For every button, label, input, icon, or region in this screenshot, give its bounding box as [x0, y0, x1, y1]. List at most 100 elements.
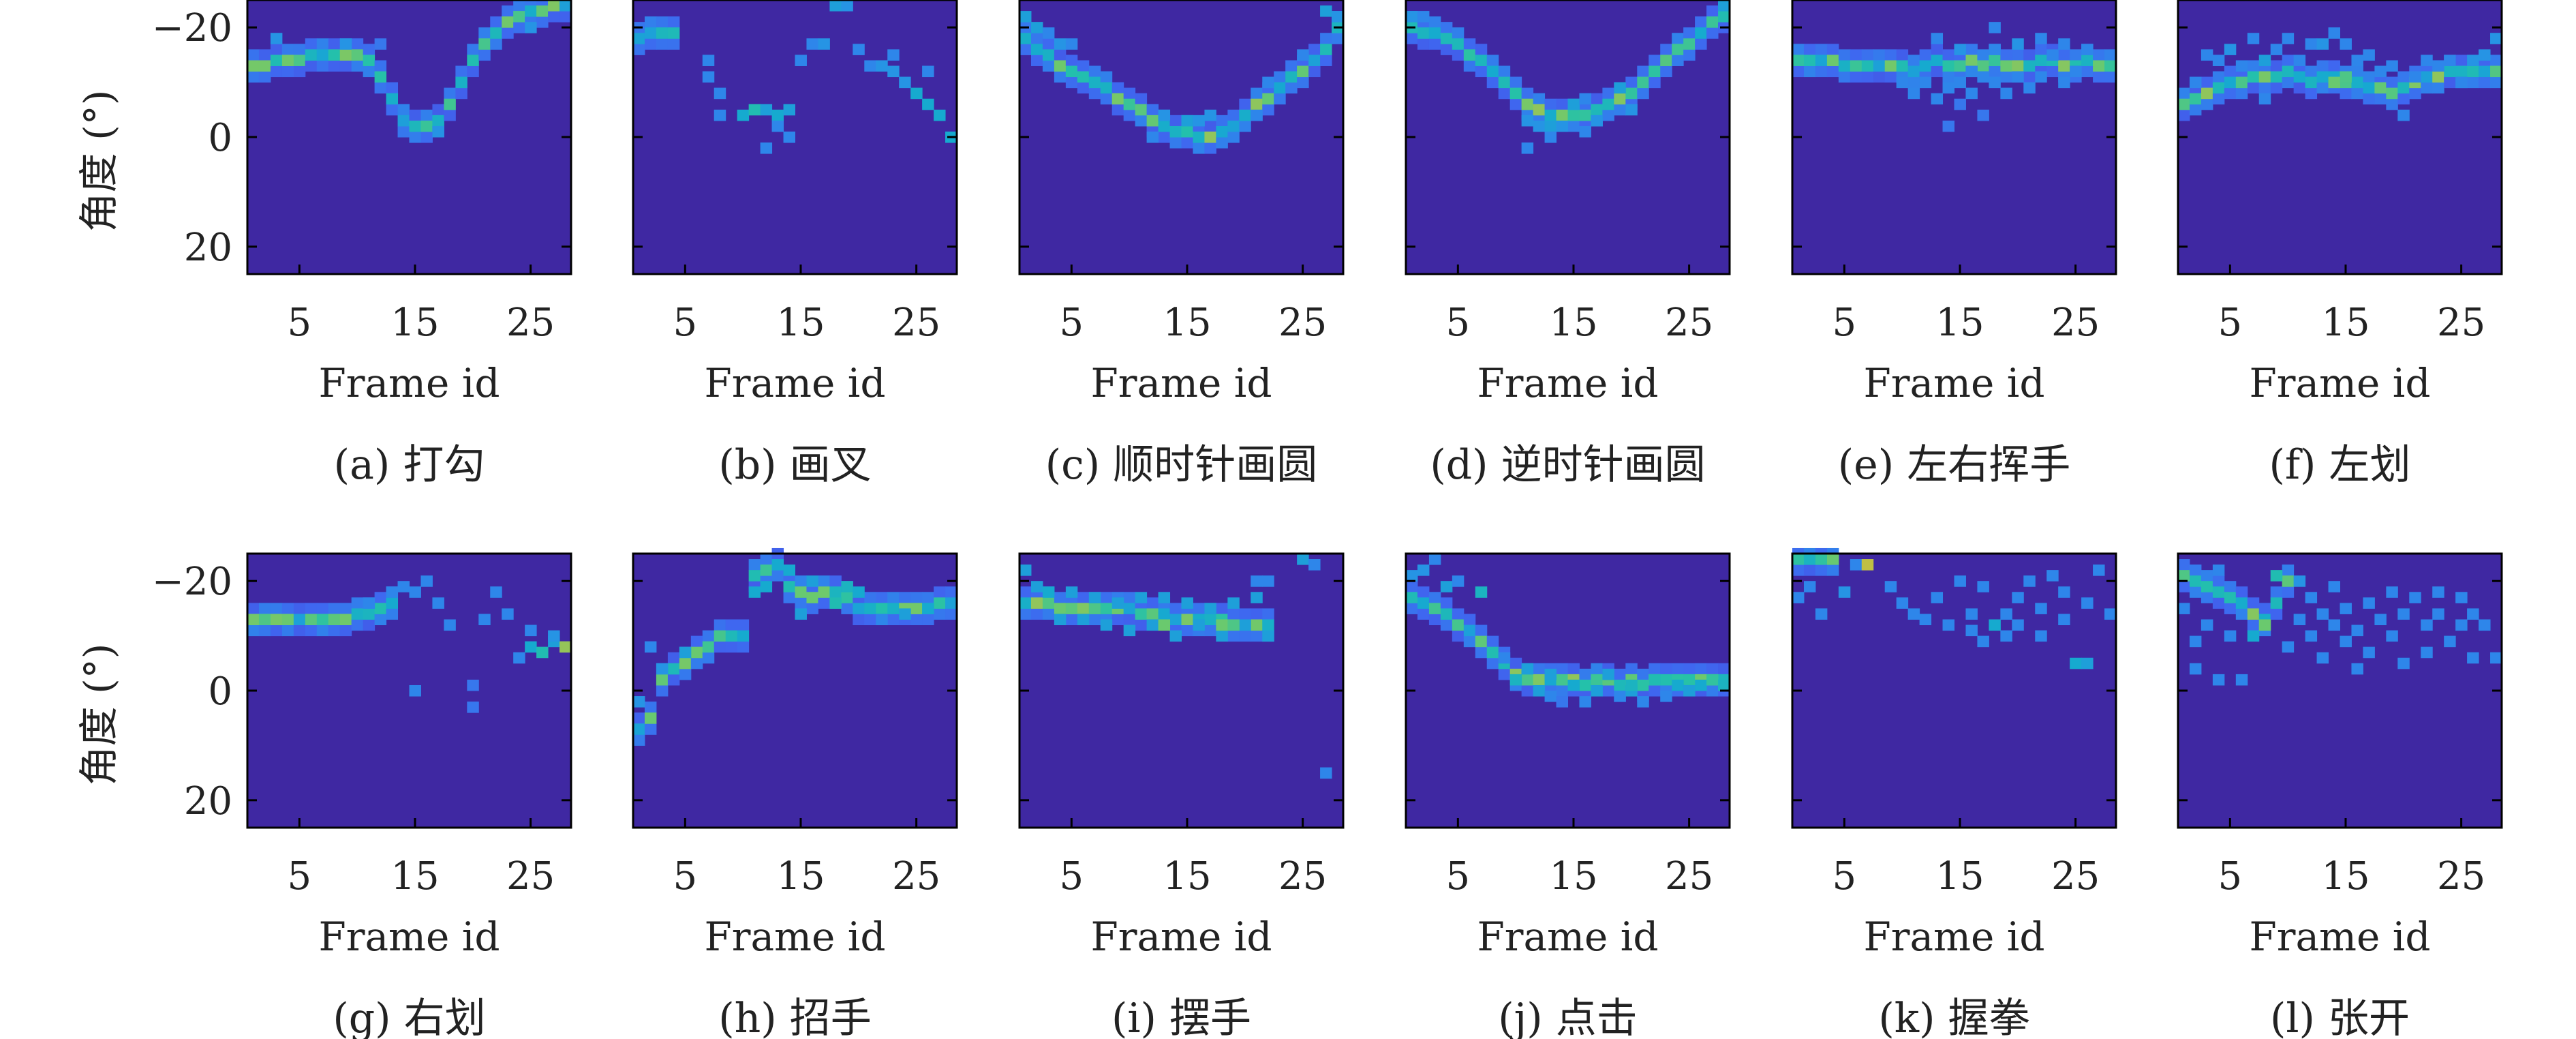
heatmap-cell: [2363, 82, 2375, 94]
heatmap-cell: [2455, 619, 2468, 631]
heatmap-cell: [1907, 608, 1920, 620]
heatmap-cell: [1718, 663, 1730, 675]
heatmap-cell: [2444, 76, 2456, 89]
heatmap-cell: [2023, 71, 2036, 83]
heatmap-cell: [2224, 44, 2237, 55]
heatmap-cell: [2421, 82, 2433, 94]
heatmap-cell: [1803, 581, 1816, 592]
heatmap-cell: [1204, 109, 1216, 121]
heatmap-cell: [2432, 608, 2444, 620]
heatmap-cell: [386, 597, 399, 609]
heatmap-cell: [1521, 115, 1534, 127]
heatmap-cell: [1660, 663, 1672, 675]
heatmap-cell: [1181, 125, 1193, 138]
x-tick-label: 5: [2218, 301, 2243, 345]
heatmap-cell: [2058, 49, 2070, 61]
heatmap-cell: [1815, 65, 1828, 78]
heatmap-cell: [737, 619, 750, 631]
heatmap-cell: [2104, 608, 2117, 620]
heatmap-cell: [1884, 60, 1897, 72]
heatmap-cell: [876, 603, 888, 614]
heatmap-cell: [679, 657, 692, 669]
heatmap-cell: [1077, 592, 1090, 603]
heatmap-cell: [2270, 608, 2283, 620]
heatmap-cell: [502, 5, 514, 17]
heatmap-cell: [1591, 684, 1603, 697]
heatmap-cell: [1452, 619, 1465, 631]
heatmap-cell: [1850, 71, 1862, 83]
heatmap-cell: [1602, 98, 1614, 110]
heatmap-cell: [2201, 570, 2213, 582]
heatmap-cell: [2178, 570, 2190, 582]
heatmap-cell: [1989, 65, 2001, 78]
heatmap-cell: [2351, 624, 2363, 637]
heatmap-cell: [281, 65, 294, 78]
heatmap-cell: [409, 131, 421, 143]
heatmap-cell: [1706, 674, 1719, 686]
heatmap-cell: [1649, 55, 1661, 66]
heatmap-cell: [2093, 60, 2105, 72]
x-tick-label: 5: [1446, 301, 1471, 345]
heatmap-cell: [1954, 60, 1966, 72]
x-tick-label: 25: [1665, 854, 1713, 899]
heatmap-cell: [1931, 55, 1944, 66]
heatmap-cell: [2444, 65, 2456, 78]
heatmap-cell: [853, 44, 865, 55]
heatmap-cell: [1030, 33, 1043, 44]
heatmap-cell: [806, 603, 818, 614]
heatmap-cell: [679, 646, 692, 659]
heatmap-cell: [1320, 55, 1332, 66]
heatmap-cell: [876, 60, 888, 72]
heatmap-cell: [1054, 38, 1067, 50]
heatmap-cell: [2340, 635, 2352, 648]
heatmap-cell: [1320, 44, 1332, 55]
heatmap-cell: [1088, 87, 1101, 100]
heatmap-cell: [656, 663, 669, 675]
heatmap-cell: [2093, 49, 2105, 61]
heatmap-cell: [1602, 109, 1614, 121]
heatmap-cell: [2058, 38, 2070, 50]
heatmap-cell: [293, 55, 306, 66]
heatmap-cell: [1054, 60, 1067, 72]
heatmap-cell: [1695, 16, 1707, 28]
heatmap-cell: [1135, 619, 1148, 631]
heatmap-cell: [1030, 581, 1043, 592]
heatmap-cell: [2270, 82, 2283, 94]
x-tick-label: 15: [2321, 854, 2370, 899]
heatmap-cell: [1077, 82, 1090, 94]
heatmap-cell: [2224, 603, 2237, 614]
heatmap-cell: [2455, 65, 2468, 78]
heatmap-cell: [1239, 619, 1251, 631]
heatmap-cell: [2270, 597, 2283, 609]
heatmap-cell: [1019, 11, 1032, 22]
heatmap-cell: [2351, 87, 2363, 100]
heatmap-cell: [1463, 614, 1476, 626]
heatmap-cell: [1239, 109, 1251, 121]
heatmap-cell: [328, 624, 341, 637]
heatmap-cell: [2035, 44, 2047, 55]
heatmap-cell: [513, 22, 525, 33]
panel-caption: (c) 顺时针画圆: [1045, 441, 1318, 489]
heatmap-cell: [1181, 137, 1193, 149]
heatmap-cell: [2258, 82, 2271, 94]
heatmap-cell: [1919, 76, 1932, 89]
heatmap-cell: [1861, 49, 1874, 61]
heatmap-cell: [1146, 115, 1159, 127]
heatmap-cells: [247, 0, 572, 143]
heatmap-cell: [1509, 87, 1522, 100]
heatmap-cell: [2340, 71, 2352, 83]
heatmap-cell: [853, 603, 865, 614]
x-tick-label: 25: [2051, 301, 2100, 345]
heatmap-cell: [2409, 87, 2421, 100]
heatmap-cell: [1567, 109, 1580, 121]
heatmap-cell: [2058, 614, 2070, 626]
heatmap-cell: [548, 630, 560, 642]
heatmap-cell: [2490, 652, 2502, 664]
heatmap-cell: [714, 109, 726, 121]
heatmap-cell: [1649, 663, 1661, 675]
heatmap-cell: [374, 603, 387, 614]
heatmap-cell: [2070, 657, 2082, 669]
heatmap-cell: [258, 60, 271, 72]
